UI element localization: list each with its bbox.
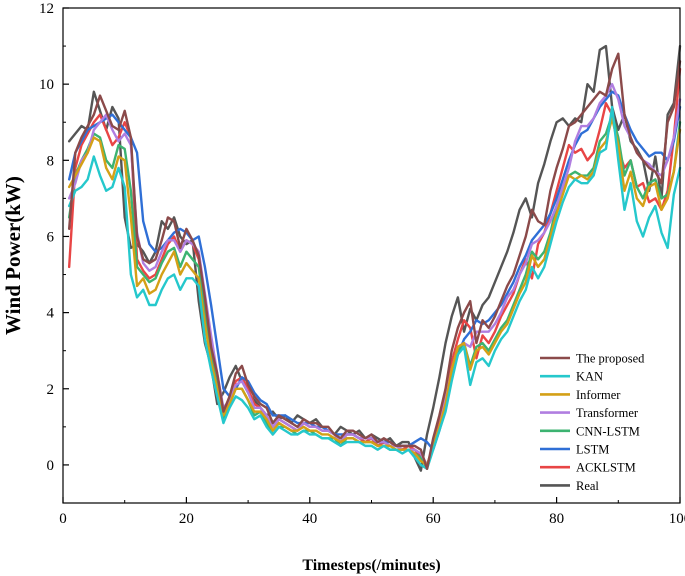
y-tick-label: 12 xyxy=(39,1,54,17)
legend-label: ACKLSTM xyxy=(576,461,636,475)
legend: The proposed KAN Informer Transformer CNN-LS… xyxy=(540,352,645,493)
series-line-informer xyxy=(67,117,682,467)
x-tick-label: 0 xyxy=(59,511,67,527)
y-tick-label: 10 xyxy=(39,77,54,93)
legend-label: LSTM xyxy=(576,443,609,457)
legend-label: CNN-LSTM xyxy=(576,424,640,438)
y-tick-label: 8 xyxy=(47,153,55,169)
x-tick-label: 20 xyxy=(179,511,194,527)
x-tick-label: 80 xyxy=(549,511,564,527)
series-line-the-proposed xyxy=(67,52,682,470)
y-tick-label: 6 xyxy=(47,229,55,245)
y-tick-label: 4 xyxy=(47,306,55,322)
x-tick-label: 100 xyxy=(669,511,685,527)
series-line-kan xyxy=(67,105,682,470)
axis-layer: 0 20 40 60 80 100 0 2 4 6 8 10 12 xyxy=(39,1,685,527)
legend-label: Informer xyxy=(576,388,621,402)
y-axis-title: Wind Power(kW) xyxy=(1,176,25,335)
legend-label: The proposed xyxy=(576,352,645,366)
legend-label: Real xyxy=(576,479,599,493)
y-tick-label: 2 xyxy=(47,382,55,398)
legend-label: KAN xyxy=(576,370,603,384)
x-axis-title: Timesteps(/minutes) xyxy=(302,557,440,574)
series-layer xyxy=(67,44,682,472)
legend-label: Transformer xyxy=(576,406,639,420)
y-tick-label: 0 xyxy=(47,458,55,474)
x-tick-label: 60 xyxy=(426,511,441,527)
x-tick-label: 40 xyxy=(302,511,317,527)
